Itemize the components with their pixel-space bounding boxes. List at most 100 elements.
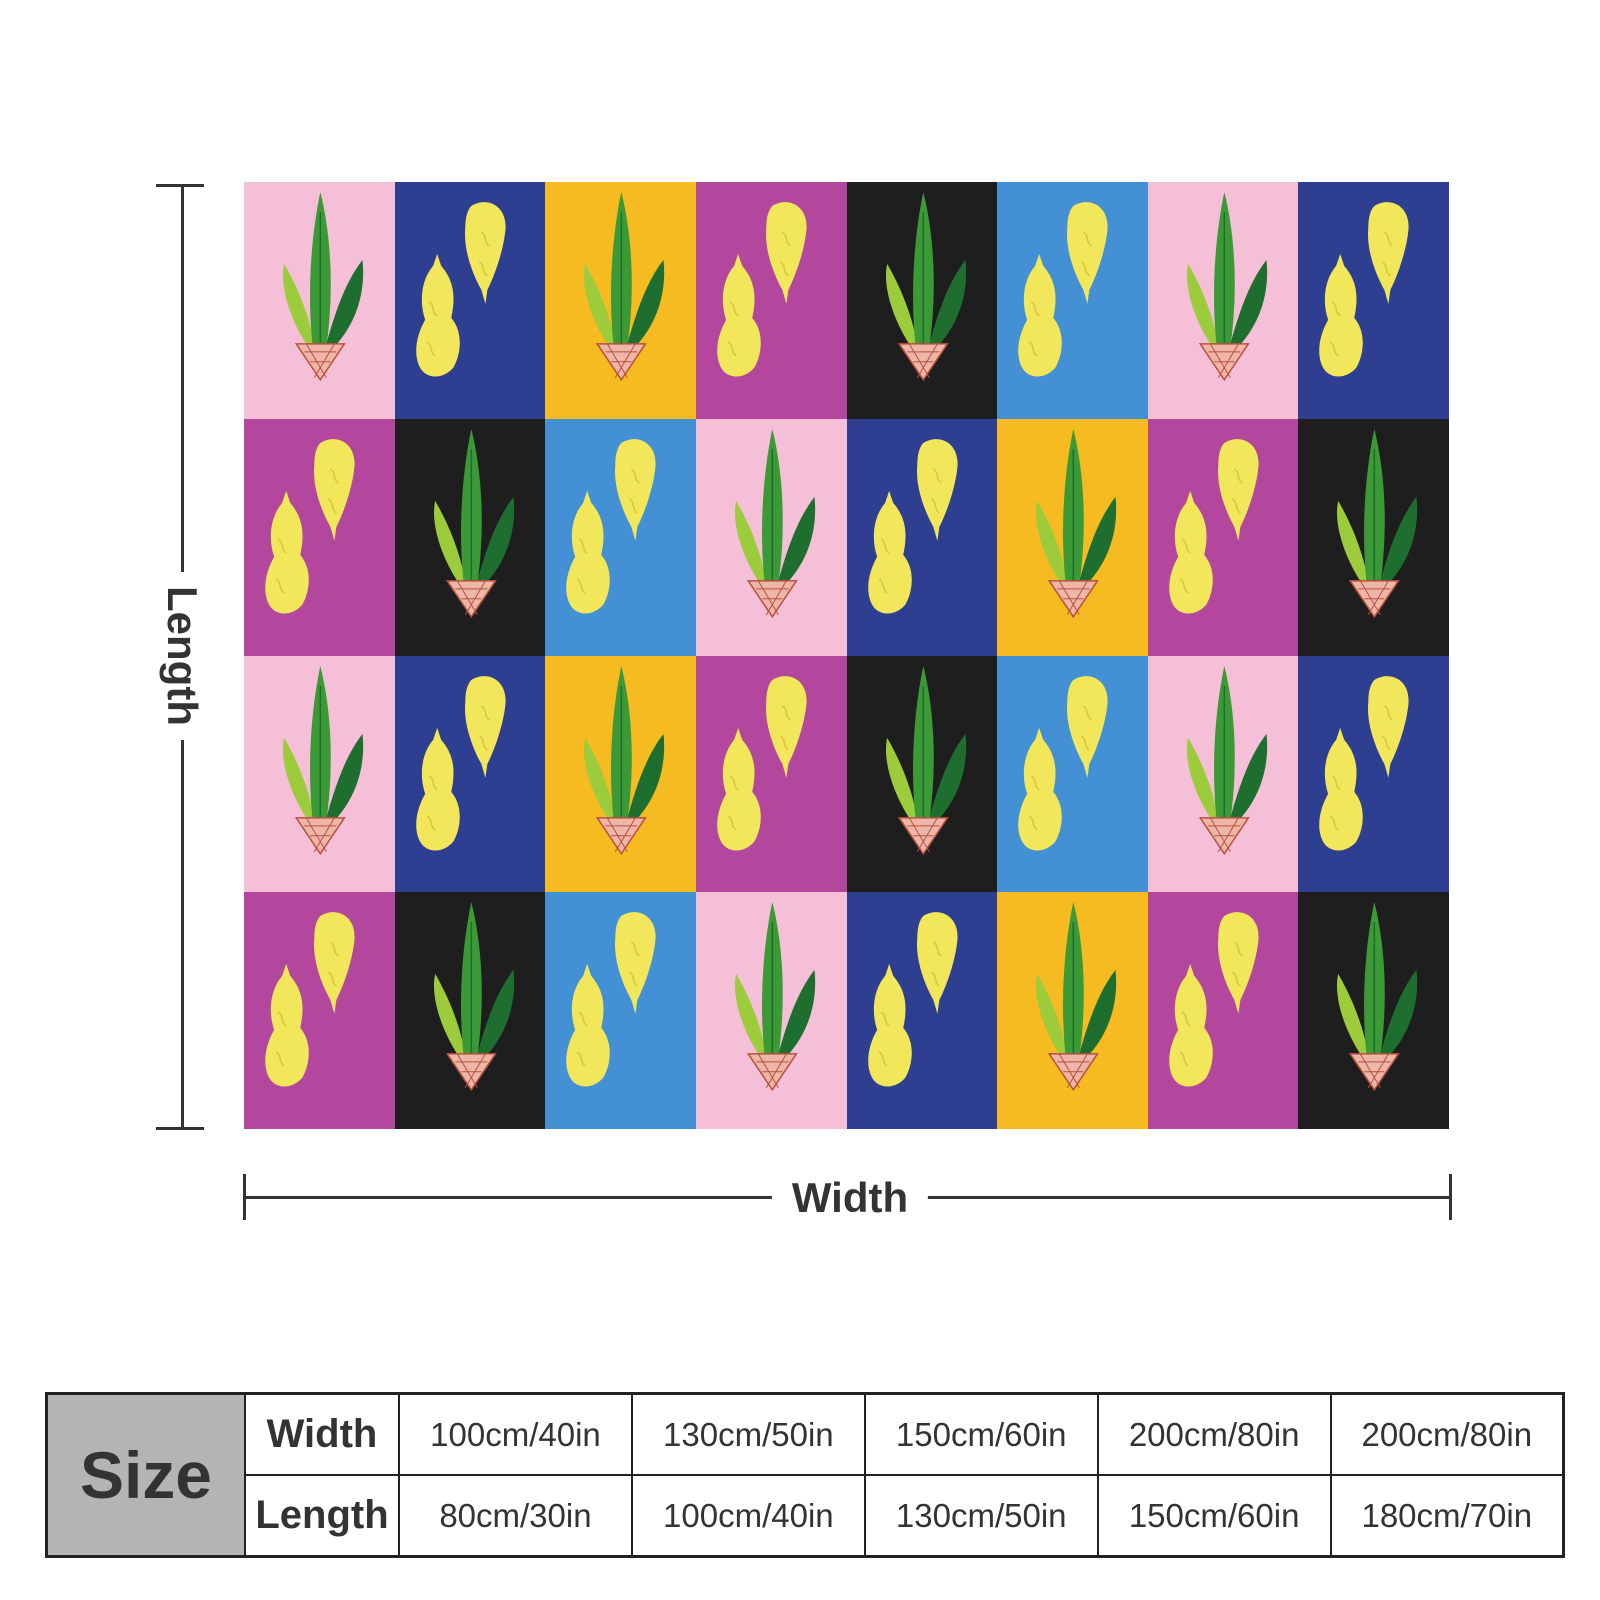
lemon-small xyxy=(1217,438,1259,541)
leaf-light xyxy=(734,500,769,595)
leaf-dark xyxy=(623,259,665,358)
lemon-small xyxy=(464,202,506,304)
length-value-cell: 180cm/70in xyxy=(1329,1474,1565,1558)
lemon-pattern-tile xyxy=(997,182,1148,419)
plant-pattern-tile xyxy=(1147,655,1299,893)
lemon-pattern-tile xyxy=(695,182,847,419)
blanket-pattern-image xyxy=(244,182,1449,1129)
lemon-large xyxy=(415,253,460,377)
size-table-row-width: Size Width 100cm/40in 130cm/50in 150cm/6… xyxy=(45,1392,1565,1558)
lemon-small xyxy=(464,675,506,778)
lemon-large xyxy=(1168,964,1213,1087)
length-value-cell: 150cm/60in xyxy=(1096,1474,1332,1558)
lemon-pattern-tile xyxy=(846,892,998,1129)
leaf-dark xyxy=(924,259,966,358)
lemon-pattern-tile xyxy=(545,418,696,656)
length-label: Length xyxy=(159,572,206,740)
width-value-cell: 200cm/80in xyxy=(1329,1392,1565,1476)
leaf-dark xyxy=(322,733,364,832)
lemon-large xyxy=(1168,490,1213,614)
lemon-large xyxy=(1319,253,1364,377)
leaf-light xyxy=(1337,500,1371,595)
lemon-small xyxy=(765,675,807,778)
lemon-pattern-tile xyxy=(1147,418,1299,656)
leaf-light xyxy=(1036,500,1070,595)
lemon-large xyxy=(566,490,611,614)
length-value-cell: 80cm/30in xyxy=(398,1474,633,1558)
leaf-dark xyxy=(1226,259,1267,358)
length-dimension-bottom-tick xyxy=(156,1127,204,1130)
leaf-light xyxy=(433,500,467,595)
lemon-small xyxy=(313,912,355,1015)
lemon-small xyxy=(1067,202,1108,304)
width-value-cell: 150cm/60in xyxy=(863,1392,1099,1476)
lemon-large xyxy=(717,727,761,851)
plant-pattern-tile xyxy=(997,892,1148,1129)
width-label: Width xyxy=(771,1177,929,1219)
size-header-cell: Size xyxy=(45,1392,246,1558)
plant-pattern-tile xyxy=(695,892,847,1129)
leaf-light xyxy=(282,737,317,832)
lemon-small xyxy=(916,438,958,541)
plant-pattern-tile xyxy=(545,655,696,893)
lemon-large xyxy=(1018,727,1062,851)
lemon-pattern-tile xyxy=(1298,655,1449,893)
lemon-pattern-tile xyxy=(244,892,395,1129)
lemon-pattern-tile xyxy=(545,892,696,1129)
lemon-large xyxy=(265,490,309,614)
leaf-dark xyxy=(1075,970,1117,1069)
row-label-width: Width xyxy=(244,1392,400,1476)
lemon-pattern-tile xyxy=(1298,182,1449,419)
lemon-pattern-tile xyxy=(1147,892,1299,1129)
plant-pattern-tile xyxy=(394,418,546,656)
plant-pattern-tile xyxy=(244,655,395,893)
leaf-light xyxy=(885,263,919,358)
leaf-dark xyxy=(774,496,816,595)
leaf-light xyxy=(433,974,467,1069)
leaf-dark xyxy=(1226,733,1267,832)
lemon-large xyxy=(867,964,912,1087)
size-table-row-length: Length 80cm/30in 100cm/40in 130cm/50in 1… xyxy=(47,1474,1565,1558)
lemon-small xyxy=(1368,675,1409,778)
leaf-dark xyxy=(1376,970,1418,1069)
lemon-large xyxy=(265,964,309,1087)
plant-pattern-tile xyxy=(846,182,998,419)
width-value-cell: 100cm/40in xyxy=(398,1392,633,1476)
plant-pattern-tile xyxy=(1147,182,1299,419)
lemon-small xyxy=(1368,202,1409,304)
lemon-small xyxy=(916,912,958,1015)
size-table: Size Width 100cm/40in 130cm/50in 150cm/6… xyxy=(45,1392,1565,1558)
lemon-pattern-tile xyxy=(244,418,395,656)
leaf-light xyxy=(282,263,317,358)
lemon-small xyxy=(615,438,656,541)
plant-pattern-tile xyxy=(695,418,847,656)
lemon-large xyxy=(1018,253,1062,377)
width-dimension-right-tick xyxy=(1449,1174,1452,1220)
row-label-length: Length xyxy=(244,1474,400,1558)
lemon-pattern-tile xyxy=(695,655,847,893)
lemon-small xyxy=(1217,912,1259,1015)
width-value-cell: 200cm/80in xyxy=(1096,1392,1332,1476)
length-value-cell: 100cm/40in xyxy=(630,1474,866,1558)
leaf-dark xyxy=(924,733,966,832)
leaf-light xyxy=(1186,737,1221,832)
lemon-small xyxy=(1067,675,1108,778)
lemon-pattern-tile xyxy=(394,655,546,893)
lemon-small xyxy=(765,202,807,304)
plant-pattern-tile xyxy=(394,892,546,1129)
width-value-cell: 130cm/50in xyxy=(630,1392,866,1476)
leaf-dark xyxy=(472,970,514,1069)
leaf-light xyxy=(1337,974,1371,1069)
length-dimension-top-tick xyxy=(156,184,204,187)
lemon-large xyxy=(566,964,611,1087)
lemon-pattern-tile xyxy=(846,418,998,656)
leaf-dark xyxy=(322,259,364,358)
leaf-light xyxy=(1186,263,1221,358)
leaf-light xyxy=(885,737,919,832)
leaf-dark xyxy=(774,970,816,1069)
plant-pattern-tile xyxy=(545,182,696,419)
length-value-cell: 130cm/50in xyxy=(863,1474,1099,1558)
leaf-light xyxy=(1036,974,1070,1069)
leaf-dark xyxy=(1376,496,1418,595)
leaf-dark xyxy=(623,733,665,832)
